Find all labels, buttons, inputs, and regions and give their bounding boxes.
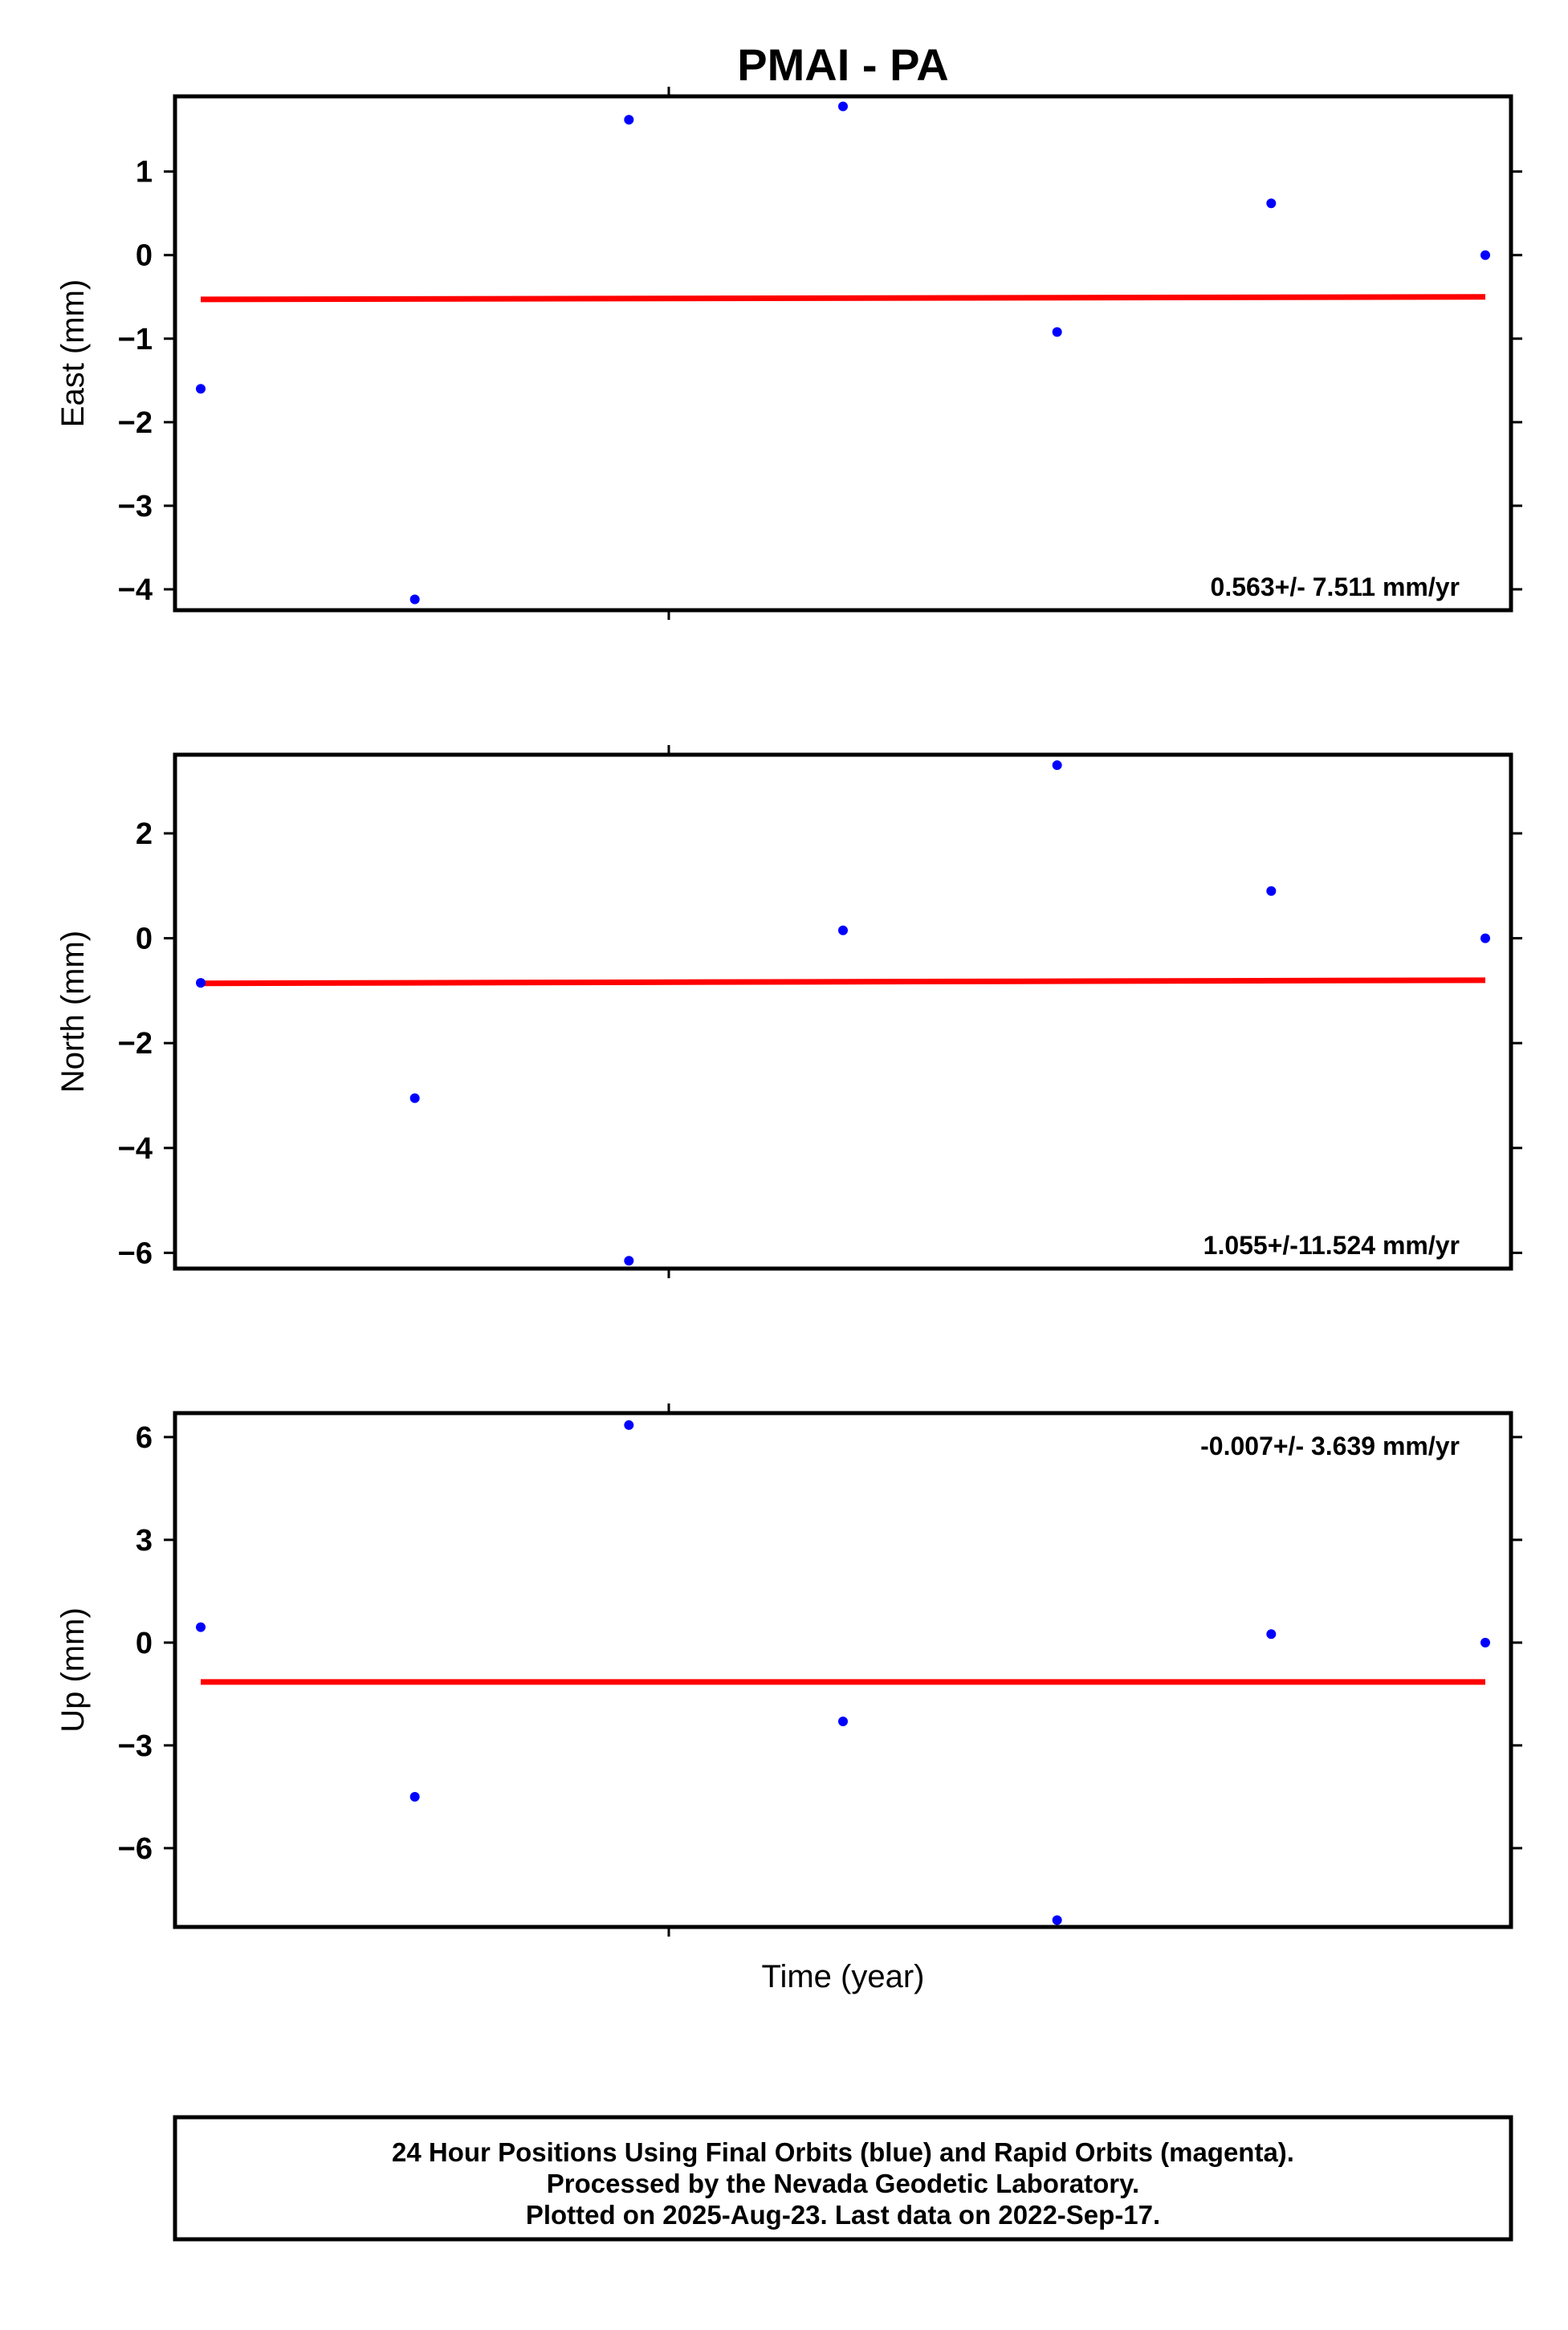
up-data-point bbox=[838, 1717, 848, 1726]
chart-title: PMAI - PA bbox=[737, 39, 948, 90]
east-y-axis-label: East (mm) bbox=[55, 279, 91, 427]
east-data-point bbox=[409, 594, 420, 605]
up-y-axis-label: Up (mm) bbox=[55, 1607, 91, 1733]
footer-line-dates: Plotted on 2025-Aug-23. Last data on 202… bbox=[526, 2200, 1160, 2230]
north-ytick-label: −2 bbox=[118, 1027, 153, 1061]
up-panel: 6 3 0 −3 −6 Up (mm) -0.007+/- 3.639 mm/yr bbox=[55, 1403, 1522, 1937]
east-data-point bbox=[624, 115, 634, 125]
up-data-point bbox=[1266, 1629, 1277, 1640]
east-rate-label: 0.563+/- 7.511 mm/yr bbox=[1211, 572, 1460, 601]
footer-frame bbox=[173, 2115, 1513, 2242]
north-ytick-label: −6 bbox=[118, 1236, 153, 1270]
up-ytick-label: −6 bbox=[118, 1832, 153, 1866]
north-data-point bbox=[1480, 933, 1490, 943]
chart-panels: 1 0 −1 −2 −3 −4 East (mm) 0.563+/- 7.511 mm/yr 2… bbox=[55, 87, 1522, 1937]
north-data-point bbox=[1266, 886, 1277, 896]
up-data-point bbox=[1052, 1915, 1062, 1925]
up-plot-frame bbox=[173, 1411, 1513, 1929]
north-ytick-label: 2 bbox=[136, 817, 153, 851]
up-rate-label: -0.007+/- 3.639 mm/yr bbox=[1200, 1432, 1460, 1460]
up-ytick-label: −3 bbox=[118, 1729, 153, 1763]
east-ytick-label: −1 bbox=[118, 323, 153, 356]
north-y-axis-label: North (mm) bbox=[55, 931, 91, 1093]
north-data-point bbox=[624, 1256, 634, 1266]
north-plot-frame bbox=[173, 752, 1513, 1271]
east-data-point bbox=[838, 101, 848, 112]
east-panel: 1 0 −1 −2 −3 −4 East (mm) 0.563+/- 7.511 mm/yr bbox=[55, 87, 1522, 620]
up-data-point bbox=[409, 1791, 420, 1802]
east-data-point bbox=[1266, 198, 1277, 209]
north-ytick-label: 0 bbox=[136, 923, 153, 956]
north-data-point bbox=[196, 978, 206, 988]
east-plot-frame bbox=[173, 94, 1513, 613]
north-panel: 2 0 −2 −4 −6 North (mm) 1.055+/-11.524 mm/yr bbox=[55, 745, 1522, 1278]
up-ytick-label: 3 bbox=[136, 1524, 153, 1558]
up-data-point bbox=[196, 1622, 206, 1632]
up-data-point bbox=[624, 1420, 634, 1430]
footer-line-processing-info: 24 Hour Positions Using Final Orbits (bl… bbox=[392, 2137, 1294, 2167]
east-trend-line bbox=[200, 294, 1486, 303]
east-data-point bbox=[196, 384, 206, 394]
up-ytick-label: 6 bbox=[136, 1421, 153, 1455]
east-ytick-label: −2 bbox=[118, 406, 153, 440]
up-ytick-label: 0 bbox=[136, 1627, 153, 1660]
north-ytick-label: −4 bbox=[118, 1132, 153, 1166]
footer-line-lab: Processed by the Nevada Geodetic Laborat… bbox=[547, 2169, 1139, 2198]
footer-box: 24 Hour Positions Using Final Orbits (bl… bbox=[173, 2115, 1513, 2242]
north-data-point bbox=[409, 1093, 420, 1103]
x-axis-label: Time (year) bbox=[762, 1959, 925, 1994]
east-data-point bbox=[1480, 250, 1490, 260]
north-data-point bbox=[838, 925, 848, 935]
east-ytick-label: −4 bbox=[118, 573, 153, 607]
north-data-point bbox=[1052, 760, 1062, 771]
east-ytick-label: −3 bbox=[118, 490, 153, 523]
east-ytick-label: 0 bbox=[136, 239, 153, 273]
east-ytick-label: 1 bbox=[136, 156, 153, 189]
east-data-point bbox=[1052, 327, 1062, 337]
north-trend-line bbox=[200, 977, 1486, 987]
up-data-point bbox=[1480, 1637, 1490, 1648]
north-rate-label: 1.055+/-11.524 mm/yr bbox=[1203, 1231, 1460, 1260]
